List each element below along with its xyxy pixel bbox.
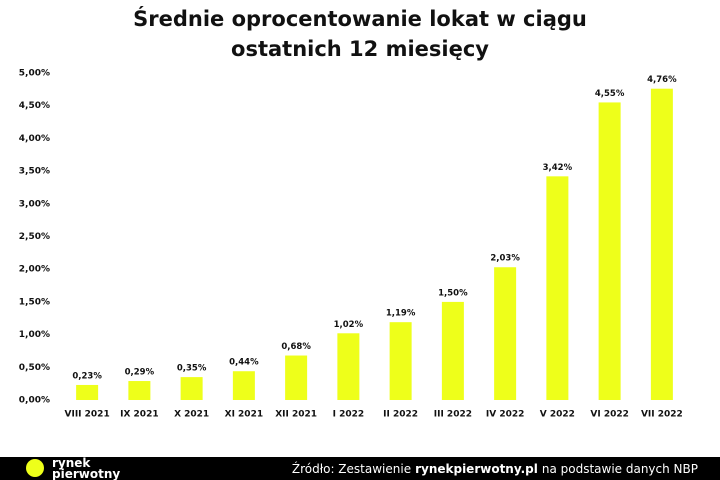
bar (598, 102, 621, 401)
bar (650, 88, 673, 401)
bar (441, 301, 464, 400)
chart-title: Średnie oprocentowanie lokat w ciągu (133, 6, 587, 31)
x-tick-label: XI 2021 (225, 410, 263, 420)
y-tick-label: 3,00% (19, 199, 50, 209)
value-label: 1,02% (334, 320, 364, 330)
x-tick-label: II 2022 (383, 410, 418, 420)
y-tick-label: 1,50% (19, 297, 50, 307)
source: Źródło: Zestawienie rynekpierwotny.pl na p… (288, 462, 698, 476)
value-label: 1,50% (438, 288, 468, 298)
bar (337, 333, 360, 400)
x-tick-label: XII 2021 (275, 410, 317, 420)
y-tick-label: 0,50% (19, 363, 50, 373)
y-tick-label: 0,00% (19, 396, 50, 406)
y-tick-label: 5,00% (19, 69, 50, 79)
source-text: Źródło: Zestawienie (291, 462, 412, 476)
bar (285, 355, 308, 400)
bar (232, 371, 255, 400)
x-tick-label: IV 2022 (486, 410, 525, 420)
logo-icon (26, 459, 44, 477)
bar (180, 377, 203, 400)
bar (76, 384, 99, 400)
bar (494, 267, 517, 400)
footer: rynek pierwotny Źródło: Zestawienie rynek… (0, 457, 720, 480)
value-label: 3,42% (543, 163, 573, 173)
value-label: 1,19% (386, 309, 416, 319)
y-tick-label: 3,50% (19, 167, 50, 177)
y-tick-label: 4,00% (19, 134, 50, 144)
x-tick-label: I 2022 (333, 410, 365, 420)
x-tick-label: VI 2022 (590, 410, 629, 420)
y-tick-label: 2,00% (19, 265, 50, 275)
x-tick-label: VII 2022 (641, 410, 683, 420)
source-text: rynekpierwotny.pl (415, 462, 538, 476)
value-label: 4,55% (595, 89, 625, 99)
value-label: 0,29% (125, 368, 155, 378)
y-tick-label: 2,50% (19, 232, 50, 242)
x-tick-label: VIII 2021 (65, 410, 110, 420)
value-label: 4,76% (647, 75, 677, 85)
bar (389, 322, 412, 400)
value-label: 0,23% (72, 371, 102, 381)
value-label: 0,68% (281, 342, 311, 352)
logo-text: pierwotny (52, 467, 121, 480)
logo-text: rynek (52, 456, 91, 470)
chart-title: ostatnich 12 miesięcy (231, 37, 489, 61)
bar (546, 176, 569, 400)
chart: Średnie oprocentowanie lokat w ciągu ost… (19, 6, 683, 420)
x-tick-label: X 2021 (174, 410, 209, 420)
y-tick-label: 4,50% (19, 101, 50, 111)
x-tick-label: III 2022 (434, 410, 472, 420)
x-tick-label: IX 2021 (120, 410, 158, 420)
logo: rynek pierwotny (26, 456, 121, 480)
value-label: 2,03% (490, 254, 520, 264)
value-label: 0,44% (229, 358, 259, 368)
x-tick-label: V 2022 (540, 410, 575, 420)
y-tick-label: 1,00% (19, 330, 50, 340)
source-text: na podstawie danych NBP (541, 462, 698, 476)
bar (128, 381, 151, 400)
value-label: 0,35% (177, 364, 207, 374)
